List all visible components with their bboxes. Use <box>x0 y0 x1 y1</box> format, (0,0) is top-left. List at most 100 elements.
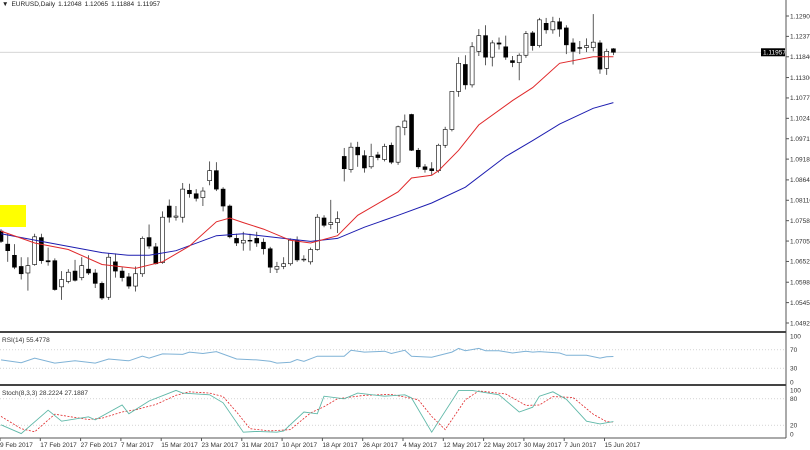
stoch-level-label: 0 <box>790 431 794 438</box>
bull-candle <box>308 247 313 265</box>
candle-body <box>335 218 340 223</box>
candle-body <box>442 129 448 146</box>
candle-body <box>516 54 522 63</box>
bull-candle <box>106 253 111 300</box>
candle-body <box>308 249 313 263</box>
candle-body <box>200 190 206 198</box>
bull-candle <box>382 143 387 162</box>
candle-body <box>395 126 401 163</box>
candle-body <box>59 279 64 288</box>
candle-body <box>234 238 239 244</box>
candle-body <box>193 193 199 199</box>
bull-candle <box>180 182 186 223</box>
date-label: 15 Mar 2017 <box>161 442 198 449</box>
candle-body <box>261 241 266 250</box>
stoch-main-line <box>0 389 614 435</box>
bear-candle <box>543 17 549 34</box>
bear-candle <box>227 204 233 239</box>
price-tick-label: 1.09710 <box>790 136 810 143</box>
candle-body <box>409 114 414 151</box>
stoch-signal-line <box>0 390 614 433</box>
candle-body <box>550 21 556 31</box>
stoch-label: Stoch(8,3,3) 28.2224 27.1887 <box>2 390 88 397</box>
bull-candle <box>584 38 589 53</box>
bear-candle <box>92 269 98 288</box>
candle-body <box>274 266 280 270</box>
high-value: 1.12065 <box>84 1 109 8</box>
candle-body <box>153 246 159 265</box>
candle-body <box>160 216 165 263</box>
candle-body <box>362 155 367 169</box>
candle-body <box>557 21 562 30</box>
candle-body <box>267 248 273 268</box>
candle-body <box>173 215 179 218</box>
bull-candle <box>133 266 138 292</box>
price-tick-label: 1.07580 <box>790 218 810 225</box>
price-tick-label: 1.06520 <box>790 259 810 266</box>
candle-body <box>119 270 125 278</box>
date-label: 7 Mar 2017 <box>121 442 154 449</box>
candle-body <box>72 270 78 281</box>
date-label: 4 May 2017 <box>403 442 437 449</box>
triangle-down-icon[interactable]: ▼ <box>2 1 9 8</box>
bear-candle <box>261 238 266 255</box>
low-value: 1.11884 <box>111 1 135 8</box>
bull-candle <box>442 126 448 148</box>
bull-candle <box>395 125 401 165</box>
bull-candle <box>523 31 529 58</box>
candle-body <box>415 149 421 168</box>
bear-candle <box>564 25 569 55</box>
date-label: 22 May 2017 <box>484 442 522 449</box>
bear-candle <box>18 257 24 280</box>
bear-candle <box>429 162 435 176</box>
candle-body <box>564 27 569 46</box>
rsi-label: RSI(14) 55.4778 <box>2 337 50 344</box>
candle-body <box>220 188 226 207</box>
candle-body <box>355 146 360 156</box>
candle-body <box>227 205 233 238</box>
price-tick-label: 1.09180 <box>790 156 810 163</box>
price-tick-label: 1.07050 <box>790 238 810 245</box>
price-tick-label: 1.11840 <box>790 54 810 61</box>
candle-body <box>25 265 31 274</box>
bull-candle <box>449 91 455 132</box>
rsi-line <box>0 347 614 364</box>
bear-candle <box>463 55 468 90</box>
candle-body <box>469 46 475 86</box>
bull-candle <box>476 29 482 57</box>
candle-body <box>348 146 354 170</box>
bear-candle <box>341 147 347 182</box>
chart-header: ▼ EURUSD,Daily 1.12048 1.12065 1.11884 1.1195… <box>2 1 163 8</box>
bear-candle <box>321 215 327 228</box>
bear-candle <box>422 164 428 173</box>
price-tick-label: 1.12900 <box>790 13 810 20</box>
price-tick-label: 1.05450 <box>790 300 810 307</box>
candle-body <box>301 258 307 261</box>
bear-candle <box>375 151 381 161</box>
bull-candle <box>550 16 556 34</box>
candle-body <box>489 42 495 58</box>
price-tick-label: 1.10240 <box>790 116 810 123</box>
candle-body <box>52 260 58 290</box>
bear-candle <box>193 189 199 202</box>
bull-candle <box>140 236 145 277</box>
candle-body <box>66 271 71 282</box>
candle-body <box>86 268 91 274</box>
bear-candle <box>362 150 367 173</box>
candle-body <box>18 266 24 275</box>
bull-candle <box>469 42 475 88</box>
candle-body <box>463 64 468 86</box>
bull-candle <box>348 142 354 173</box>
bear-candle <box>234 233 239 247</box>
candle-body <box>341 156 347 170</box>
candle-body <box>496 42 502 45</box>
stoch-level-label: 100 <box>790 387 801 394</box>
bear-candle <box>577 41 583 55</box>
candle-body <box>577 47 583 49</box>
bull-candle <box>516 53 522 81</box>
candle-body <box>510 60 515 63</box>
bear-candle <box>52 258 58 291</box>
bear-candle <box>530 31 535 51</box>
bear-candle <box>570 38 576 65</box>
